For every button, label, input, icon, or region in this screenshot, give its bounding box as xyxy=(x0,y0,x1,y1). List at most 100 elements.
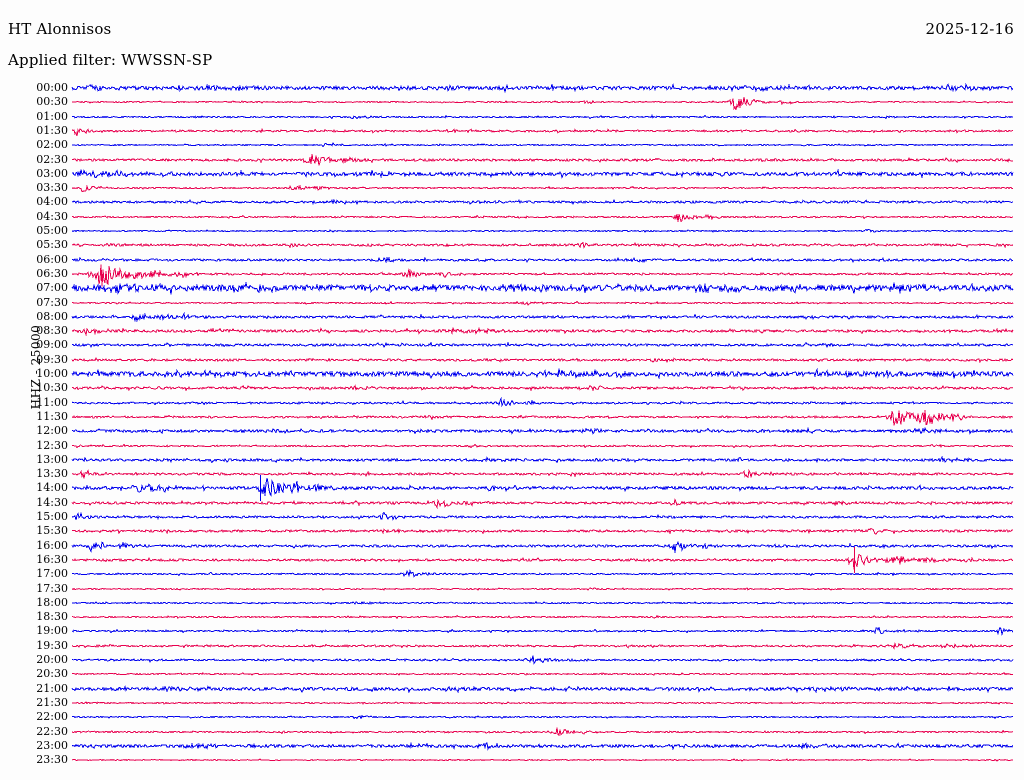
time-axis-label: 07:00 xyxy=(36,281,68,295)
time-axis-label: 04:00 xyxy=(36,195,68,209)
time-axis-label: 22:30 xyxy=(36,724,68,738)
seismogram-trace xyxy=(71,396,1014,407)
time-axis-label: 01:00 xyxy=(36,109,68,123)
seismogram-trace xyxy=(71,469,1014,479)
time-axis-label: 03:30 xyxy=(36,181,68,195)
seismogram-trace xyxy=(71,641,1014,650)
seismogram-trace xyxy=(71,527,1014,535)
seismogram-trace xyxy=(71,626,1014,637)
time-axis-label: 04:30 xyxy=(36,209,68,223)
seismogram-trace xyxy=(71,242,1014,250)
seismogram-trace xyxy=(71,672,1014,677)
seismogram-trace xyxy=(71,727,1014,736)
seismogram-trace xyxy=(71,168,1014,179)
time-axis-label: 23:00 xyxy=(36,738,68,752)
seismogram-trace xyxy=(71,497,1014,509)
time-axis-label: 05:00 xyxy=(36,224,68,237)
seismogram-trace xyxy=(71,426,1014,436)
time-axis-label: 15:30 xyxy=(36,524,68,538)
time-axis-label: 19:00 xyxy=(36,624,68,638)
time-axis-label: 16:00 xyxy=(36,538,68,552)
time-axis-label: 02:00 xyxy=(36,138,68,152)
seismogram-trace xyxy=(71,255,1014,264)
seismogram-trace xyxy=(71,228,1014,234)
seismogram-trace xyxy=(71,97,1014,111)
time-axis-label: 06:00 xyxy=(36,252,68,266)
seismogram-trace xyxy=(71,153,1014,166)
time-axis-label: 07:30 xyxy=(36,295,68,309)
seismogram-trace xyxy=(71,367,1014,380)
seismogram-trace xyxy=(71,113,1014,120)
time-axis-label: 11:30 xyxy=(36,409,68,423)
time-axis-label: 15:00 xyxy=(36,510,68,523)
seismogram-trace xyxy=(71,281,1014,295)
time-axis-label: 17:30 xyxy=(36,581,68,595)
seismogram-trace xyxy=(71,600,1014,606)
seismogram-trace xyxy=(71,341,1014,349)
time-axis-label: 17:00 xyxy=(36,567,68,581)
seismogram-trace xyxy=(71,356,1014,363)
seismogram-trace xyxy=(71,184,1014,193)
time-axis-label: 09:30 xyxy=(36,352,68,366)
time-axis-label: 10:00 xyxy=(36,367,68,380)
seismogram-trace xyxy=(71,511,1014,521)
time-axis-label: 22:00 xyxy=(36,710,68,724)
time-axis-label: 21:00 xyxy=(36,681,68,695)
trace-gap-marker xyxy=(260,475,261,502)
seismogram-trace xyxy=(71,142,1014,148)
time-axis-label: 14:30 xyxy=(36,495,68,509)
seismogram-trace xyxy=(71,199,1014,206)
seismogram-trace xyxy=(71,127,1014,137)
record-date: 2025-12-16 xyxy=(925,20,1014,38)
time-axis-label: 00:00 xyxy=(36,81,68,94)
seismogram-trace xyxy=(71,478,1014,498)
time-axis-label: 20:30 xyxy=(36,667,68,681)
time-axis-label: 03:00 xyxy=(36,166,68,180)
seismogram-trace xyxy=(71,758,1014,762)
time-axis-label: 06:30 xyxy=(36,266,68,280)
time-axis-label: 13:30 xyxy=(36,467,68,481)
time-axis-label: 09:00 xyxy=(36,338,68,352)
time-axis-label: 12:00 xyxy=(36,424,68,438)
seismogram-trace xyxy=(71,311,1014,323)
seismogram-trace xyxy=(71,82,1014,94)
seismogram-trace xyxy=(71,455,1014,464)
time-axis-label: 10:30 xyxy=(36,381,68,395)
seismogram-trace xyxy=(71,409,1014,426)
seismogram-trace xyxy=(71,586,1014,591)
seismogram-trace xyxy=(71,300,1014,306)
seismogram-trace xyxy=(71,553,1014,570)
time-axis-label: 21:30 xyxy=(36,695,68,709)
time-axis-label: 01:30 xyxy=(36,123,68,137)
seismogram-trace xyxy=(71,741,1014,751)
time-axis-label: 08:00 xyxy=(36,309,68,323)
seismogram-trace xyxy=(71,569,1014,578)
time-axis-label: 00:30 xyxy=(36,95,68,109)
time-axis-label: 19:30 xyxy=(36,638,68,652)
seismogram-trace xyxy=(71,442,1014,449)
seismogram-trace xyxy=(71,327,1014,337)
time-axis-label: 18:00 xyxy=(36,595,68,609)
seismogram-trace xyxy=(71,614,1014,620)
time-axis-label: 08:30 xyxy=(36,324,68,338)
seismogram-trace xyxy=(71,540,1014,553)
time-axis-label: 16:30 xyxy=(36,552,68,566)
time-axis-label: 02:30 xyxy=(36,152,68,166)
seismogram-trace xyxy=(71,684,1014,694)
seismogram-trace xyxy=(71,213,1014,222)
seismogram-trace xyxy=(71,700,1014,705)
page-title: HT Alonnisos xyxy=(8,20,112,38)
seismogram-trace xyxy=(71,264,1014,287)
time-axis-label: 23:30 xyxy=(36,753,68,767)
seismogram-trace xyxy=(71,714,1014,720)
time-axis-label: 20:00 xyxy=(36,653,68,666)
seismogram-trace xyxy=(71,655,1014,665)
seismogram-trace-area xyxy=(71,0,1014,780)
applied-filter-label: Applied filter: WWSSN-SP xyxy=(8,51,213,69)
time-axis-label: 05:30 xyxy=(36,238,68,252)
time-axis-label: 14:00 xyxy=(36,481,68,495)
time-axis-label: 11:00 xyxy=(36,395,68,409)
time-axis-label: 18:30 xyxy=(36,610,68,624)
time-axis-label: 13:00 xyxy=(36,452,68,466)
